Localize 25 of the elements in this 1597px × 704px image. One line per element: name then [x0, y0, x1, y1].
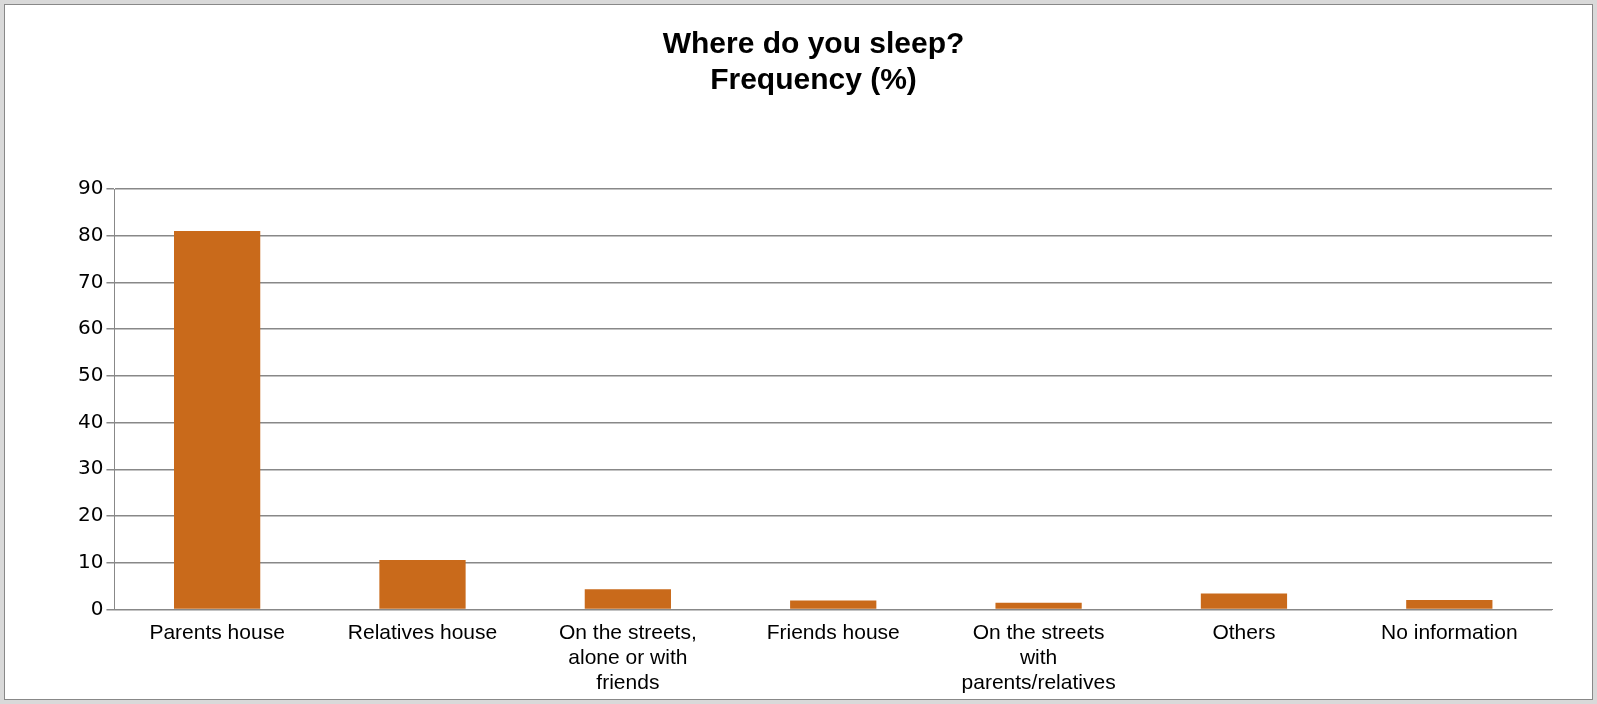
y-tick-label: 60 [78, 315, 104, 340]
bar [995, 602, 1082, 609]
bar [1406, 600, 1493, 609]
y-tick-label: 40 [78, 408, 104, 433]
x-tick-label: Friends house [766, 619, 900, 643]
y-tick-label: 30 [78, 455, 104, 480]
x-tick-label: Relatives house [347, 619, 498, 643]
bar [1200, 593, 1288, 609]
chart-title: Where do you sleep? Frequency (%) [662, 26, 965, 96]
bar [790, 600, 877, 609]
x-tick-label: On the streets with parents/relatives [961, 619, 1116, 694]
y-tick-label: 70 [78, 268, 104, 293]
x-tick-label: Others [1212, 619, 1276, 643]
y-tick-label: 20 [78, 502, 104, 527]
x-tick-label: No information [1381, 619, 1518, 643]
bar [584, 589, 671, 609]
y-tick-label: 90 [78, 175, 104, 200]
bar [174, 231, 261, 609]
y-tick-label: 10 [78, 548, 104, 573]
x-tick-label: Parents house [149, 619, 285, 643]
y-tick-label: 0 [90, 595, 104, 620]
bar [379, 559, 466, 609]
x-tick-label: On the streets, alone or with friends [558, 619, 697, 694]
y-tick-label: 50 [78, 362, 104, 387]
y-tick-label: 80 [78, 221, 104, 246]
